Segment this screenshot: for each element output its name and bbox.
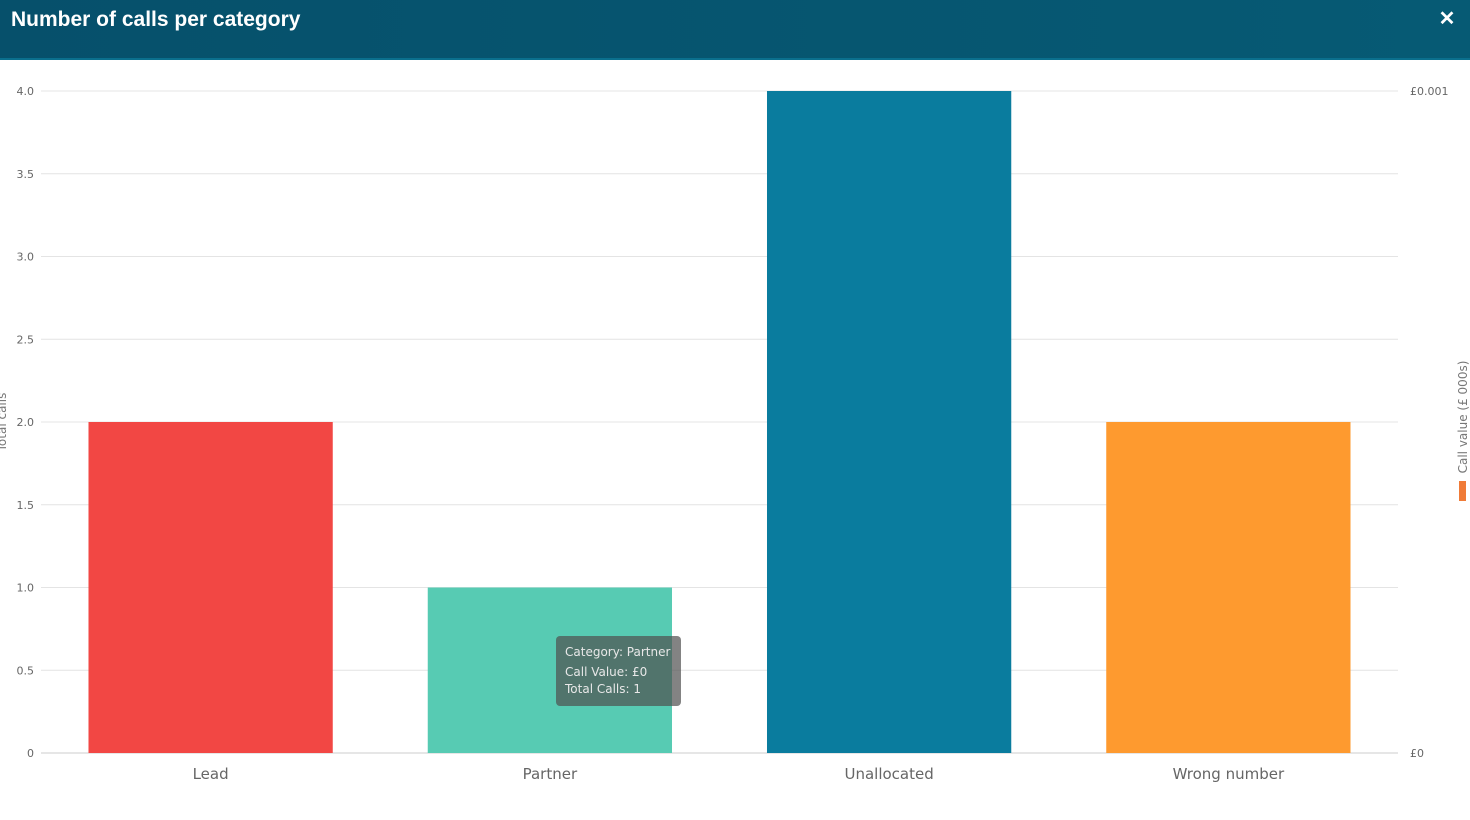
tooltip-line: Category: Partner (565, 645, 670, 659)
y-tick-label: 2.0 (17, 416, 35, 429)
y2-tick-label: £0 (1410, 747, 1424, 760)
y-tick-label: 4.0 (17, 85, 35, 98)
tooltip-line: Call Value: £0 (565, 665, 647, 679)
y2-axis-title: Call value (£ 000s) (1456, 361, 1470, 474)
y-tick-label: 1.0 (17, 582, 35, 595)
bar-lead[interactable] (88, 422, 333, 753)
y-axis-title: Total calls (0, 393, 9, 453)
y-tick-label: 1.5 (17, 499, 35, 512)
tooltip (556, 636, 681, 706)
bar-wrong-number[interactable] (1106, 422, 1351, 753)
y-tick-label: 3.5 (17, 168, 35, 181)
call-value-legend-swatch (1459, 481, 1466, 501)
tooltip-line: Total Calls: 1 (564, 682, 641, 696)
bar-chart: 0 0.5 1.0 1.5 2.0 2.5 3.0 3.5 4.0 £0 £0.001 Lead Par… (0, 85, 1470, 783)
x-category-label: Wrong number (1173, 765, 1285, 783)
y-tick-label: 0 (27, 747, 34, 760)
y2-tick-label: £0.001 (1410, 85, 1449, 98)
close-icon[interactable]: ✕ (1438, 8, 1456, 30)
bar-unallocated[interactable] (766, 91, 1012, 753)
modal-header: Number of calls per category ✕ (0, 0, 1470, 60)
y-tick-label: 3.0 (17, 251, 35, 264)
x-category-label: Unallocated (844, 765, 933, 783)
y-tick-label: 2.5 (17, 333, 35, 346)
chart-title: Number of calls per category (11, 8, 301, 31)
x-category-label: Partner (523, 765, 578, 783)
x-category-label: Lead (193, 765, 229, 783)
y-tick-label: 0.5 (17, 664, 35, 677)
